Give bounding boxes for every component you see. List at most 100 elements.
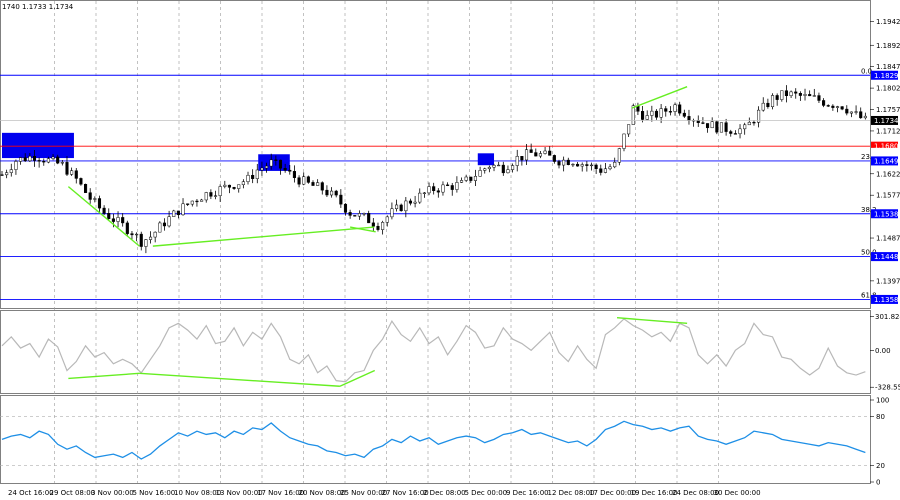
candle-body [135, 233, 139, 236]
candle-body [659, 108, 663, 118]
candle-body [74, 170, 78, 179]
candle-body [241, 181, 245, 185]
ohlc-header: 1740 1.1733 1.1734 [2, 3, 74, 11]
candle-body [427, 186, 431, 194]
candle-body [715, 121, 719, 133]
candle-body [97, 198, 102, 209]
candle-body [464, 176, 468, 181]
price-tag-label: 1.1649 [874, 157, 899, 165]
candle-body [478, 170, 482, 177]
time-tick-label: 30 Dec 00:00 [714, 489, 761, 497]
candlesticks [0, 85, 867, 254]
divergence-lines [67, 86, 688, 247]
time-tick-label: 5 Dec 00:00 [465, 489, 508, 497]
candle-body [538, 153, 542, 157]
candle-body [845, 108, 849, 114]
price-tick-label: 1.1487 [876, 235, 900, 243]
price-tag-box [871, 209, 898, 219]
time-tick-label: 19 Dec 16:00 [631, 489, 678, 497]
cci-tick-label: -328.551 [875, 384, 900, 392]
time-tick-label: 9 Dec 16:00 [506, 489, 549, 497]
candle-body [719, 122, 724, 133]
candle-body [167, 216, 171, 227]
candle-body [603, 168, 607, 173]
candle-body [515, 156, 519, 166]
candle-body [743, 124, 747, 130]
candle-body [125, 222, 129, 234]
candle-body [408, 200, 413, 204]
rsi-tick-label: 0 [876, 479, 880, 487]
candle-body [9, 169, 13, 173]
candle-body [682, 112, 686, 117]
candle-body [436, 190, 440, 193]
rsi-indicator [0, 416, 870, 466]
price-tag-box [871, 156, 898, 166]
candle-body [302, 176, 306, 185]
time-tick-label: 24 Dec 08:00 [672, 489, 719, 497]
candle-body [840, 106, 844, 110]
candle-body [60, 162, 64, 164]
candle-body [770, 95, 775, 107]
candle-body [520, 156, 524, 161]
candle-body [70, 170, 74, 175]
candle-body [348, 212, 352, 216]
candle-body [483, 168, 487, 171]
candle-body [209, 192, 213, 197]
candle-body [232, 187, 236, 189]
price-tag-box [871, 70, 898, 80]
candle-body [641, 111, 645, 120]
price-tag-label: 1.1358 [874, 296, 899, 304]
candle-body [432, 186, 436, 191]
candle-body [218, 186, 222, 196]
candle-body [733, 133, 737, 135]
price-tag-box [871, 141, 898, 151]
rsi-tick-label: 100 [876, 397, 889, 405]
candle-body [5, 172, 9, 176]
candle-body [65, 162, 69, 175]
time-tick-label: 27 Nov 16:00 [382, 489, 429, 497]
candle-body [14, 161, 18, 170]
candle-body [130, 233, 134, 236]
candle-body [353, 215, 357, 217]
candle-body [822, 100, 826, 106]
candle-body [237, 184, 241, 189]
candle-body [306, 176, 310, 183]
time-tick-label: 12 Dec 08:00 [548, 489, 595, 497]
time-tick-label: 10 Nov 08:00 [174, 489, 221, 497]
rsi-tick-label: 20 [876, 462, 885, 470]
zone-rect [477, 153, 495, 166]
candle-body [589, 164, 594, 167]
candle-body [654, 110, 659, 118]
candle-body [32, 155, 37, 161]
candle-body [617, 148, 621, 163]
price-tick-label: 1.1397 [876, 277, 900, 285]
cci-divergence-line [616, 317, 688, 325]
candle-body [394, 204, 399, 210]
candle-body [274, 159, 278, 161]
rsi-line [1, 420, 866, 460]
candle-body [204, 192, 208, 201]
price-tag-label: 1.1829 [874, 72, 899, 80]
candle-body [325, 189, 329, 196]
cci-axis: 301.8242 0.00 -328.551 [870, 313, 900, 392]
candle-body [613, 162, 617, 168]
candle-body [107, 213, 111, 219]
fib-level-label: 38.2 [861, 206, 877, 214]
candle-body [557, 161, 561, 166]
candle-body [766, 102, 770, 107]
time-tick-label: 20 Nov 08:00 [299, 489, 346, 497]
candle-body [376, 225, 380, 230]
candle-body [227, 184, 231, 188]
candle-body [687, 116, 691, 121]
candle-body [162, 222, 167, 227]
cci-tick-label: 301.8242 [875, 313, 900, 321]
horizontal-levels: 0.0 23.6 38.2 50.0 61.8 [0, 67, 877, 300]
candle-body [710, 121, 714, 129]
candle-body [492, 165, 496, 168]
candle-body [487, 166, 491, 170]
cci-divergence-line [339, 369, 376, 387]
candle-body [288, 169, 292, 172]
candle-body [701, 122, 705, 124]
candle-body [390, 208, 394, 218]
